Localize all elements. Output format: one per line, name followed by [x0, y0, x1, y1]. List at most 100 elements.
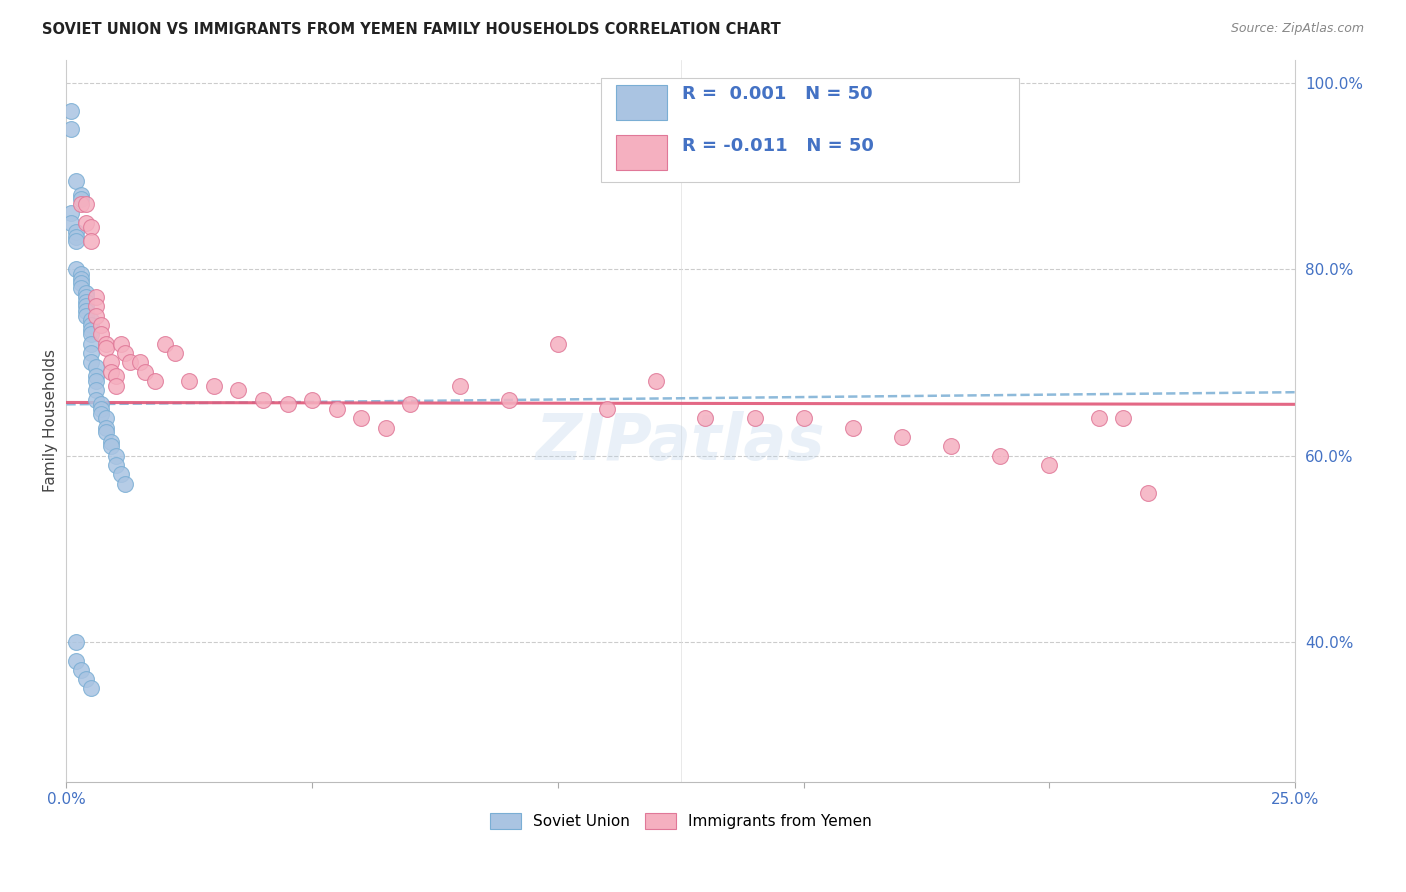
Point [70, 281, 93, 295]
Point [498, 392, 520, 407]
Point [75, 216, 97, 230]
Point [75, 309, 97, 323]
FancyBboxPatch shape [616, 85, 668, 120]
Point [65, 262, 87, 277]
Point [547, 336, 569, 351]
Text: Source: ZipAtlas.com: Source: ZipAtlas.com [1230, 22, 1364, 36]
Point [65, 174, 87, 188]
FancyBboxPatch shape [600, 78, 1019, 182]
Point [80, 323, 103, 337]
Point [80, 336, 103, 351]
Point [70, 276, 93, 290]
Y-axis label: Family Households: Family Households [44, 349, 58, 492]
Point [75, 672, 97, 686]
Point [80, 220, 103, 235]
Point [75, 300, 97, 314]
Point [301, 392, 323, 407]
Point [100, 365, 122, 379]
Text: SOVIET UNION VS IMMIGRANTS FROM YEMEN FAMILY HOUSEHOLDS CORRELATION CHART: SOVIET UNION VS IMMIGRANTS FROM YEMEN FA… [42, 22, 780, 37]
Point [104, 378, 127, 392]
Point [129, 355, 152, 369]
Point [449, 378, 471, 392]
Point [75, 285, 97, 300]
Point [94, 342, 117, 356]
Point [114, 476, 136, 491]
Point [80, 681, 103, 696]
FancyBboxPatch shape [616, 136, 668, 170]
Point [350, 411, 373, 425]
Point [1112, 411, 1135, 425]
Point [596, 402, 619, 417]
Point [110, 336, 132, 351]
Point [70, 267, 93, 281]
Point [104, 458, 127, 472]
Point [70, 192, 93, 206]
Point [163, 346, 186, 360]
Text: ZIPatlas: ZIPatlas [536, 411, 825, 474]
Point [842, 420, 865, 434]
Point [65, 654, 87, 668]
Point [1136, 486, 1159, 500]
Text: R =  0.001   N = 50: R = 0.001 N = 50 [682, 85, 873, 103]
Point [90, 397, 112, 411]
Point [75, 197, 97, 211]
Point [84, 369, 107, 384]
Point [104, 369, 127, 384]
Point [891, 430, 914, 444]
Point [695, 411, 717, 425]
Point [94, 420, 117, 434]
Point [134, 365, 156, 379]
Point [75, 294, 97, 309]
Point [80, 327, 103, 342]
Point [60, 103, 83, 118]
Point [80, 346, 103, 360]
Point [399, 397, 422, 411]
Point [70, 197, 93, 211]
Point [84, 392, 107, 407]
Point [179, 374, 201, 388]
Point [60, 122, 83, 136]
Point [939, 439, 962, 453]
Point [143, 374, 166, 388]
Point [100, 439, 122, 453]
Point [65, 234, 87, 248]
Point [80, 318, 103, 332]
Point [84, 384, 107, 398]
Point [75, 290, 97, 304]
Point [988, 449, 1011, 463]
Point [65, 225, 87, 239]
Point [100, 434, 122, 449]
Point [84, 374, 107, 388]
Point [374, 420, 396, 434]
Point [645, 374, 668, 388]
Point [277, 397, 299, 411]
Text: R = -0.011   N = 50: R = -0.011 N = 50 [682, 137, 875, 155]
Point [114, 346, 136, 360]
Point [60, 216, 83, 230]
Point [94, 336, 117, 351]
Point [84, 300, 107, 314]
Point [84, 309, 107, 323]
Point [65, 635, 87, 649]
Point [1087, 411, 1109, 425]
Point [70, 663, 93, 677]
Point [90, 327, 112, 342]
Point [90, 407, 112, 421]
Point [94, 411, 117, 425]
Point [100, 355, 122, 369]
Point [1038, 458, 1060, 472]
Point [75, 304, 97, 318]
Point [80, 234, 103, 248]
Point [80, 355, 103, 369]
Point [80, 313, 103, 327]
Point [90, 402, 112, 417]
Point [228, 384, 250, 398]
Point [793, 411, 815, 425]
Point [252, 392, 274, 407]
Point [326, 402, 349, 417]
Point [90, 318, 112, 332]
Point [94, 425, 117, 440]
Point [120, 355, 142, 369]
Legend: Soviet Union, Immigrants from Yemen: Soviet Union, Immigrants from Yemen [484, 807, 877, 836]
Point [153, 336, 176, 351]
